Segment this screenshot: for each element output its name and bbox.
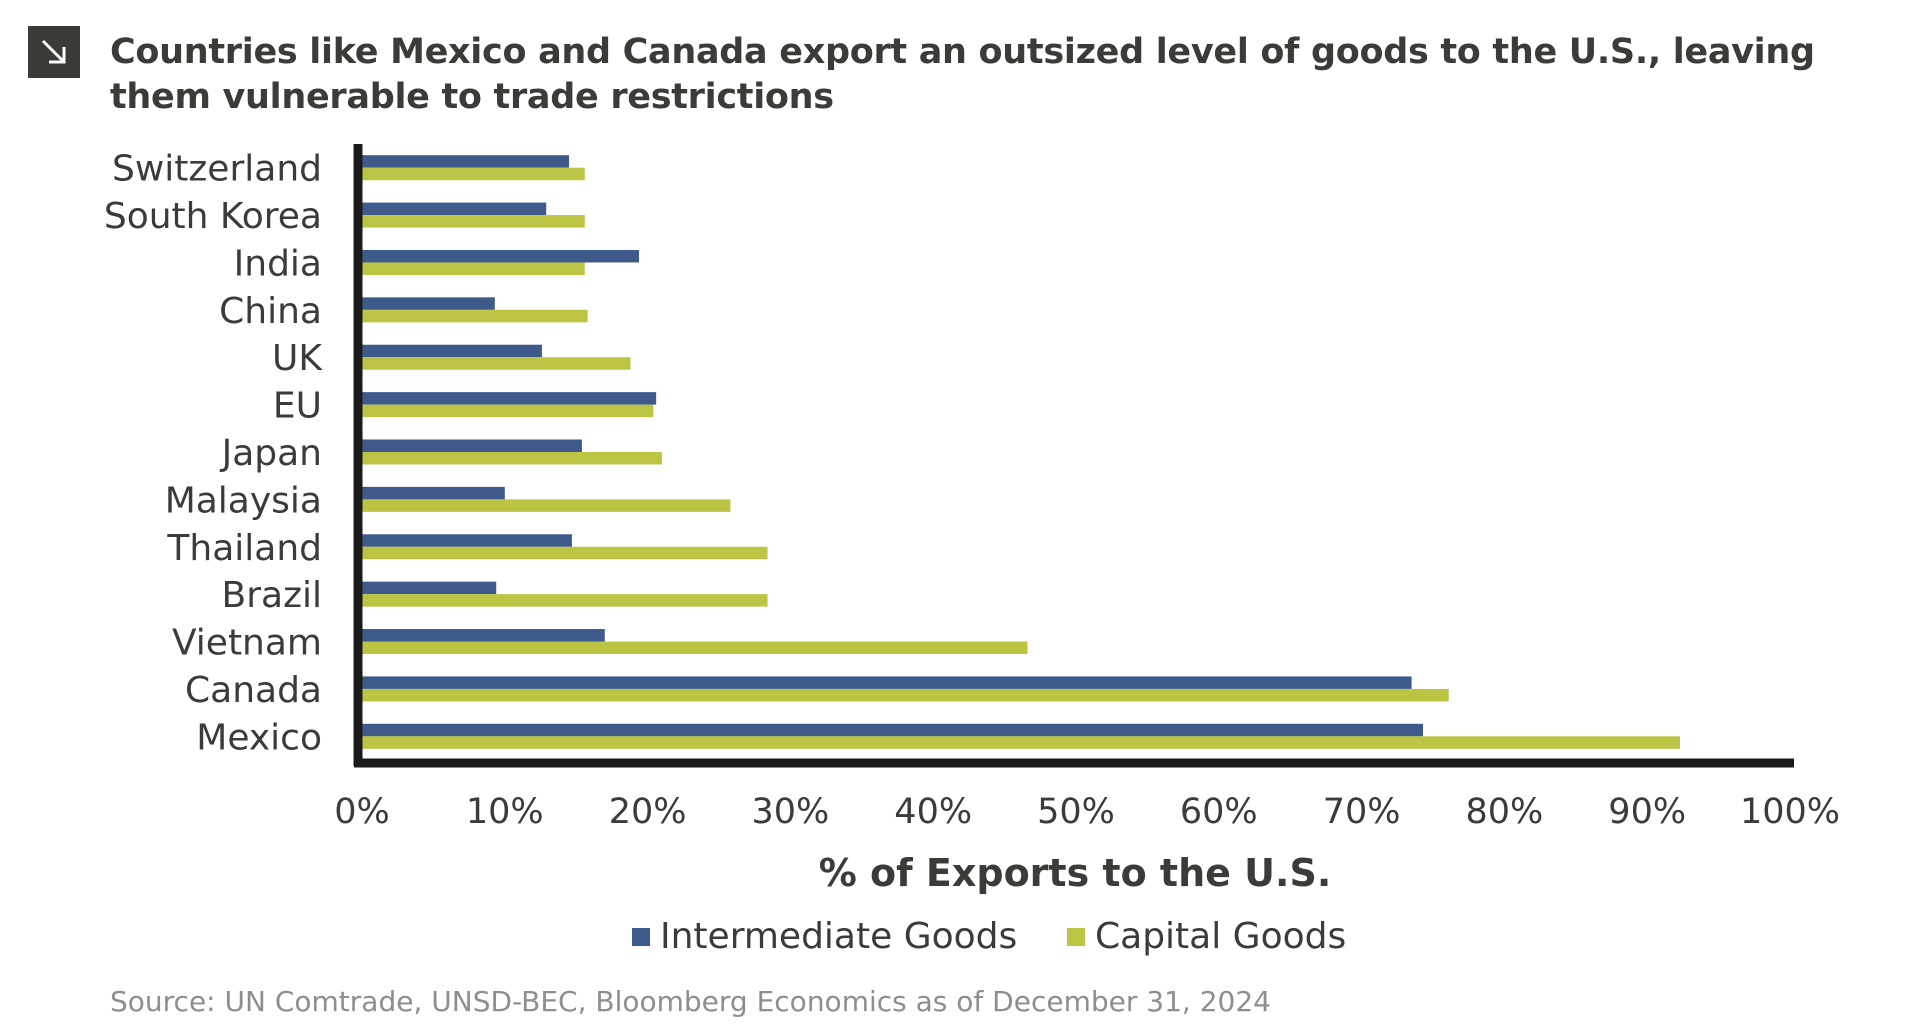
chart-title: Countries like Mexico and Canada export … — [110, 32, 1815, 117]
source-note: Source: UN Comtrade, UNSD-BEC, Bloomberg… — [110, 985, 1271, 1018]
bar-intermediate-vietnam — [362, 629, 605, 642]
legend: Intermediate Goods Capital Goods — [632, 916, 1346, 957]
bar-capital-eu — [362, 404, 654, 418]
category-label: Vietnam — [172, 623, 322, 664]
bar-intermediate-china — [362, 297, 495, 310]
category-label: South Korea — [104, 196, 322, 237]
category-labels: Switzerland South Korea India China UK EU Japa… — [104, 149, 324, 759]
legend-swatch — [1067, 928, 1085, 946]
category-label: India — [234, 243, 322, 284]
x-tick-labels: 0% 10% 20% 30% 40% 50% 60% 70% 80% 90% 100% — [334, 792, 1840, 832]
bar-intermediate-brazil — [362, 581, 497, 595]
category-label: Brazil — [222, 575, 322, 616]
bar-intermediate-india — [362, 249, 640, 263]
category-label: UK — [272, 338, 323, 379]
category-label: China — [219, 291, 322, 332]
bar-capital-china — [362, 309, 588, 323]
x-tick-label: 0% — [334, 792, 390, 832]
bar-capital-thailand — [362, 546, 768, 560]
legend-label: Intermediate Goods — [660, 916, 1017, 957]
bar-capital-japan — [362, 452, 662, 465]
x-tick-label: 60% — [1180, 792, 1258, 832]
bar-capital-mexico — [362, 736, 1681, 749]
x-tick-label: 50% — [1037, 792, 1115, 832]
x-tick-label: 30% — [752, 792, 830, 832]
category-label: Switzerland — [112, 149, 322, 190]
arrow-down-right-icon — [28, 26, 80, 78]
bar-capital-canada — [362, 688, 1449, 702]
x-tick-label: 20% — [609, 792, 687, 832]
category-label: Mexico — [196, 717, 322, 758]
bar-intermediate-canada — [362, 676, 1412, 689]
x-tick-label: 10% — [466, 792, 544, 832]
category-label: Malaysia — [165, 480, 322, 521]
bar-capital-switzerland — [362, 167, 585, 181]
bar-intermediate-uk — [362, 344, 542, 358]
category-label: Japan — [220, 433, 322, 474]
category-label: EU — [273, 386, 322, 427]
bar-capital-vietnam — [362, 641, 1028, 655]
legend-swatch — [632, 928, 650, 946]
bar-intermediate-eu — [362, 392, 657, 405]
x-tick-label: 80% — [1466, 792, 1544, 832]
x-tick-label: 40% — [894, 792, 972, 832]
x-tick-label: 90% — [1608, 792, 1686, 832]
bars-group — [362, 155, 1681, 749]
bar-intermediate-south-korea — [362, 202, 547, 216]
legend-label: Capital Goods — [1095, 916, 1346, 957]
bar-capital-malaysia — [362, 499, 731, 512]
bar-intermediate-switzerland — [362, 155, 570, 168]
category-label: Canada — [185, 670, 322, 711]
bar-intermediate-thailand — [362, 534, 572, 547]
bar-capital-india — [362, 262, 585, 275]
x-tick-label: 100% — [1740, 792, 1840, 832]
bar-capital-brazil — [362, 594, 768, 607]
bar-capital-south-korea — [362, 215, 585, 228]
bar-capital-uk — [362, 357, 631, 370]
category-label: Thailand — [166, 528, 322, 569]
bar-intermediate-mexico — [362, 723, 1424, 737]
bar-intermediate-malaysia — [362, 486, 505, 500]
x-axis-label: % of Exports to the U.S. — [819, 851, 1332, 895]
bar-intermediate-japan — [362, 439, 582, 452]
bar-chart: Switzerland South Korea India China UK EU Japa… — [104, 144, 1840, 957]
x-tick-label: 70% — [1323, 792, 1401, 832]
